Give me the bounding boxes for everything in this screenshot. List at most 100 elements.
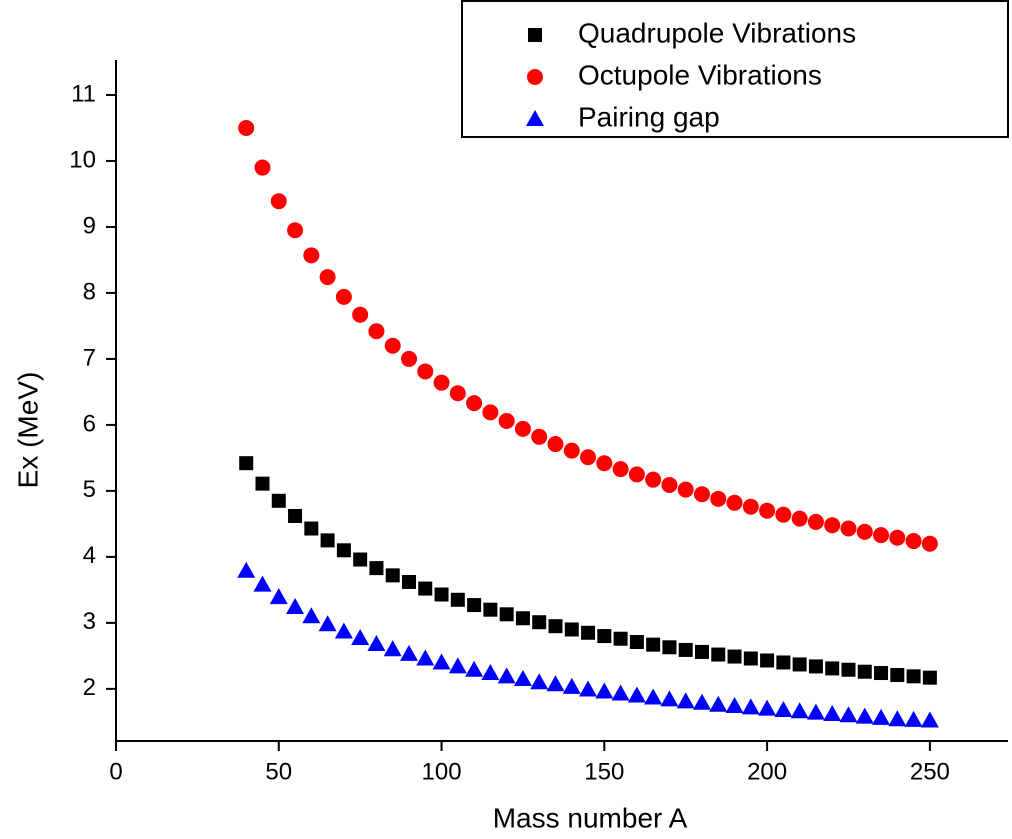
point <box>416 649 435 666</box>
x-axis-title: Mass number A <box>493 802 688 833</box>
point <box>286 598 305 615</box>
point <box>448 657 467 674</box>
point <box>759 502 776 519</box>
point <box>692 693 711 710</box>
point <box>383 640 402 657</box>
y-tick-label: 4 <box>83 542 96 569</box>
y-tick-label: 7 <box>83 344 96 371</box>
point <box>530 673 549 690</box>
point <box>725 697 744 714</box>
point <box>547 436 564 453</box>
point <box>596 455 613 472</box>
point <box>905 533 922 550</box>
legend-box <box>461 0 1009 138</box>
point <box>855 707 874 724</box>
point <box>335 288 352 305</box>
point <box>874 666 889 681</box>
point <box>531 428 548 445</box>
legend-marker <box>526 110 544 126</box>
point <box>709 695 728 712</box>
point <box>873 527 890 544</box>
point <box>579 680 598 697</box>
point <box>840 520 857 537</box>
legend-label: Pairing gap <box>578 101 720 132</box>
point <box>253 575 272 592</box>
point <box>677 481 694 498</box>
point <box>678 642 693 657</box>
point <box>774 700 793 717</box>
y-tick-label: 8 <box>83 278 96 305</box>
point <box>498 412 515 429</box>
point <box>922 670 937 685</box>
point <box>660 690 679 707</box>
point <box>661 476 678 493</box>
point <box>481 664 500 681</box>
point <box>823 704 842 721</box>
point <box>287 222 304 239</box>
point <box>482 404 499 421</box>
legend-label: Quadrupole Vibrations <box>578 17 856 48</box>
point <box>906 669 921 684</box>
legend-marker <box>528 28 542 42</box>
point <box>352 306 369 323</box>
point <box>760 653 775 668</box>
point <box>548 619 563 634</box>
point <box>758 699 777 716</box>
point <box>384 337 401 354</box>
point <box>562 677 581 694</box>
point <box>367 634 386 651</box>
point <box>302 607 321 624</box>
y-tick-label: 2 <box>83 674 96 701</box>
point <box>254 159 271 176</box>
point <box>401 574 416 589</box>
point <box>742 498 759 515</box>
point <box>888 710 907 727</box>
point <box>872 708 891 725</box>
point <box>644 688 663 705</box>
point <box>611 684 630 701</box>
point <box>513 669 532 686</box>
point <box>432 653 451 670</box>
point <box>839 706 858 723</box>
point <box>239 456 254 471</box>
point <box>320 533 335 548</box>
point <box>726 494 743 511</box>
point <box>532 615 547 630</box>
x-tick-label: 0 <box>109 758 122 785</box>
point <box>467 598 482 613</box>
point <box>399 644 418 661</box>
point <box>613 631 628 646</box>
point <box>824 517 841 534</box>
point <box>564 622 579 637</box>
point <box>710 490 727 507</box>
point <box>792 657 807 672</box>
point <box>515 611 530 626</box>
point <box>921 535 938 552</box>
point <box>255 476 270 491</box>
point <box>595 682 614 699</box>
point <box>336 543 351 558</box>
point <box>483 602 498 617</box>
point <box>303 247 320 264</box>
point <box>841 662 856 677</box>
point <box>269 588 288 605</box>
point <box>889 529 906 546</box>
point <box>727 649 742 664</box>
point <box>433 374 450 391</box>
point <box>238 119 255 136</box>
x-tick-label: 150 <box>584 758 624 785</box>
point <box>920 711 939 728</box>
point <box>449 385 466 402</box>
point <box>612 461 629 478</box>
point <box>319 269 336 286</box>
point <box>790 702 809 719</box>
point <box>890 668 905 683</box>
point <box>450 592 465 607</box>
y-tick-label: 3 <box>83 608 96 635</box>
point <box>856 523 873 540</box>
point <box>353 552 368 567</box>
point <box>776 655 791 670</box>
x-tick-label: 50 <box>265 758 292 785</box>
point <box>271 493 286 508</box>
point <box>368 323 385 340</box>
